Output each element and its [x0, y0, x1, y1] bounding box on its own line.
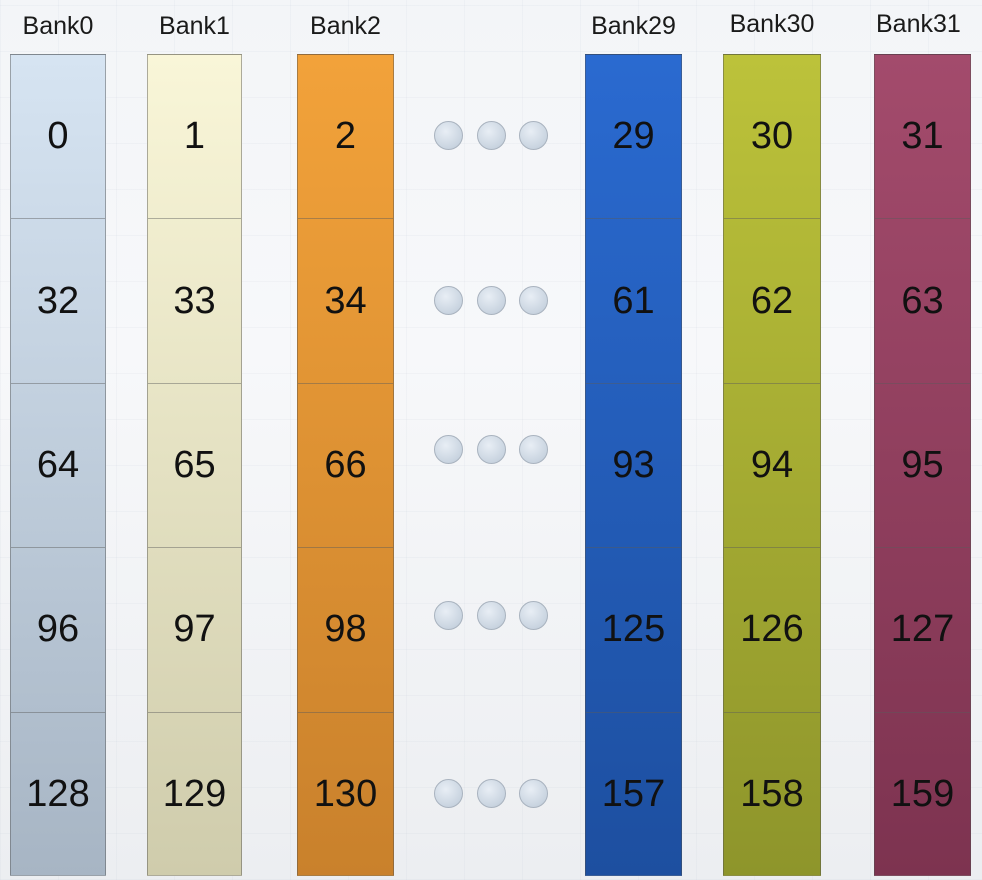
bank-cell: 34 [298, 219, 393, 384]
ellipsis-dots [434, 778, 548, 808]
ellipsis-dot [476, 600, 506, 630]
bank-cell: 63 [875, 219, 970, 384]
bank-label: Bank29 [591, 12, 676, 40]
ellipsis-dot [476, 778, 506, 808]
bank-cell: 93 [586, 384, 681, 549]
ellipsis-dot [519, 120, 548, 150]
ellipsis-dot [434, 778, 463, 808]
bank-label: Bank2 [310, 12, 381, 40]
bank-cell: 64 [11, 384, 105, 549]
bank-cell: 33 [148, 219, 241, 384]
bank-column: 0 32 64 96 128 [10, 54, 106, 876]
bank-column: 2 34 66 98 130 [297, 54, 394, 876]
ellipsis-dot [434, 434, 463, 464]
ellipsis-dots [434, 434, 548, 464]
bank-label: Bank0 [22, 12, 94, 40]
bank-cell: 65 [148, 384, 241, 549]
ellipsis-dot [476, 285, 506, 315]
bank-label: Bank1 [159, 12, 230, 40]
bank-column: 30 62 94 126 158 [723, 54, 821, 876]
bank-column: 1 33 65 97 129 [147, 54, 242, 876]
bank-column: 29 61 93 125 157 [585, 54, 682, 876]
bank-cell: 30 [724, 55, 820, 220]
bank-cell: 62 [724, 219, 820, 384]
ellipsis-dot [434, 285, 463, 315]
ellipsis-dot [519, 285, 548, 315]
bank-cell: 95 [875, 384, 970, 549]
bank-cell: 157 [601, 773, 666, 816]
bank-cell: 1 [148, 55, 241, 220]
bank-column: 31 63 95 127 159 [874, 54, 971, 876]
bank-cell: 98 [298, 548, 393, 713]
ellipsis-dot [476, 434, 506, 464]
bank-cell: 126 [724, 548, 820, 713]
ellipsis-dots [434, 120, 548, 150]
bank-cell: 66 [298, 384, 393, 549]
bank-label: Bank31 [876, 10, 961, 38]
bank-cell: 127 [875, 548, 970, 713]
bank-cell: 29 [586, 55, 681, 220]
ellipsis-dot [519, 434, 548, 464]
ellipsis-dot [434, 120, 463, 150]
bank-cell: 128 [26, 773, 90, 816]
bank-cell: 158 [740, 773, 804, 816]
bank-cell: 32 [11, 219, 105, 384]
bank-cell: 97 [148, 548, 241, 713]
ellipsis-dots [434, 285, 548, 315]
bank-cell: 0 [11, 55, 105, 220]
bank-cell: 61 [586, 219, 681, 384]
bank-cell: 31 [875, 55, 970, 220]
ellipsis-dot [519, 778, 548, 808]
bank-cell: 94 [724, 384, 820, 549]
ellipsis-dot [476, 120, 506, 150]
bank-cell: 129 [162, 773, 227, 816]
bank-cell: 159 [890, 773, 955, 816]
bank-label: Bank30 [729, 10, 815, 38]
bank-cell: 125 [586, 548, 681, 713]
ellipsis-dot [519, 600, 548, 630]
ellipsis-dots [434, 600, 548, 630]
bank-cell: 2 [298, 55, 393, 220]
ellipsis-dot [434, 600, 463, 630]
bank-cell: 130 [313, 773, 378, 816]
bank-cell: 96 [11, 548, 105, 713]
